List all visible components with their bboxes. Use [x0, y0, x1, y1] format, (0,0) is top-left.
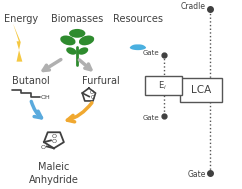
- Text: Resources: Resources: [113, 14, 163, 24]
- Text: Gate: Gate: [187, 170, 206, 179]
- Text: OH: OH: [41, 95, 51, 100]
- Polygon shape: [130, 44, 146, 50]
- Text: Gate: Gate: [142, 115, 159, 121]
- Text: O: O: [91, 95, 95, 100]
- Text: Cradle: Cradle: [181, 2, 206, 11]
- Ellipse shape: [69, 29, 85, 38]
- Text: Furfural: Furfural: [82, 76, 120, 86]
- Text: E$_i$: E$_i$: [158, 79, 167, 92]
- FancyBboxPatch shape: [180, 77, 222, 102]
- Text: Maleic
Anhydride: Maleic Anhydride: [29, 162, 79, 185]
- Text: Biomasses: Biomasses: [51, 14, 103, 24]
- Text: Butanol: Butanol: [12, 76, 49, 86]
- Text: O: O: [41, 145, 46, 150]
- Ellipse shape: [66, 47, 76, 55]
- FancyBboxPatch shape: [145, 76, 182, 95]
- Ellipse shape: [78, 47, 88, 55]
- Polygon shape: [13, 24, 22, 62]
- Text: Energy: Energy: [4, 14, 38, 24]
- Ellipse shape: [60, 36, 76, 45]
- Text: O: O: [52, 139, 57, 144]
- Text: LCA: LCA: [191, 85, 211, 95]
- Ellipse shape: [79, 36, 94, 45]
- Text: O: O: [51, 134, 56, 139]
- Text: Gate: Gate: [142, 50, 159, 56]
- Text: O: O: [90, 90, 94, 95]
